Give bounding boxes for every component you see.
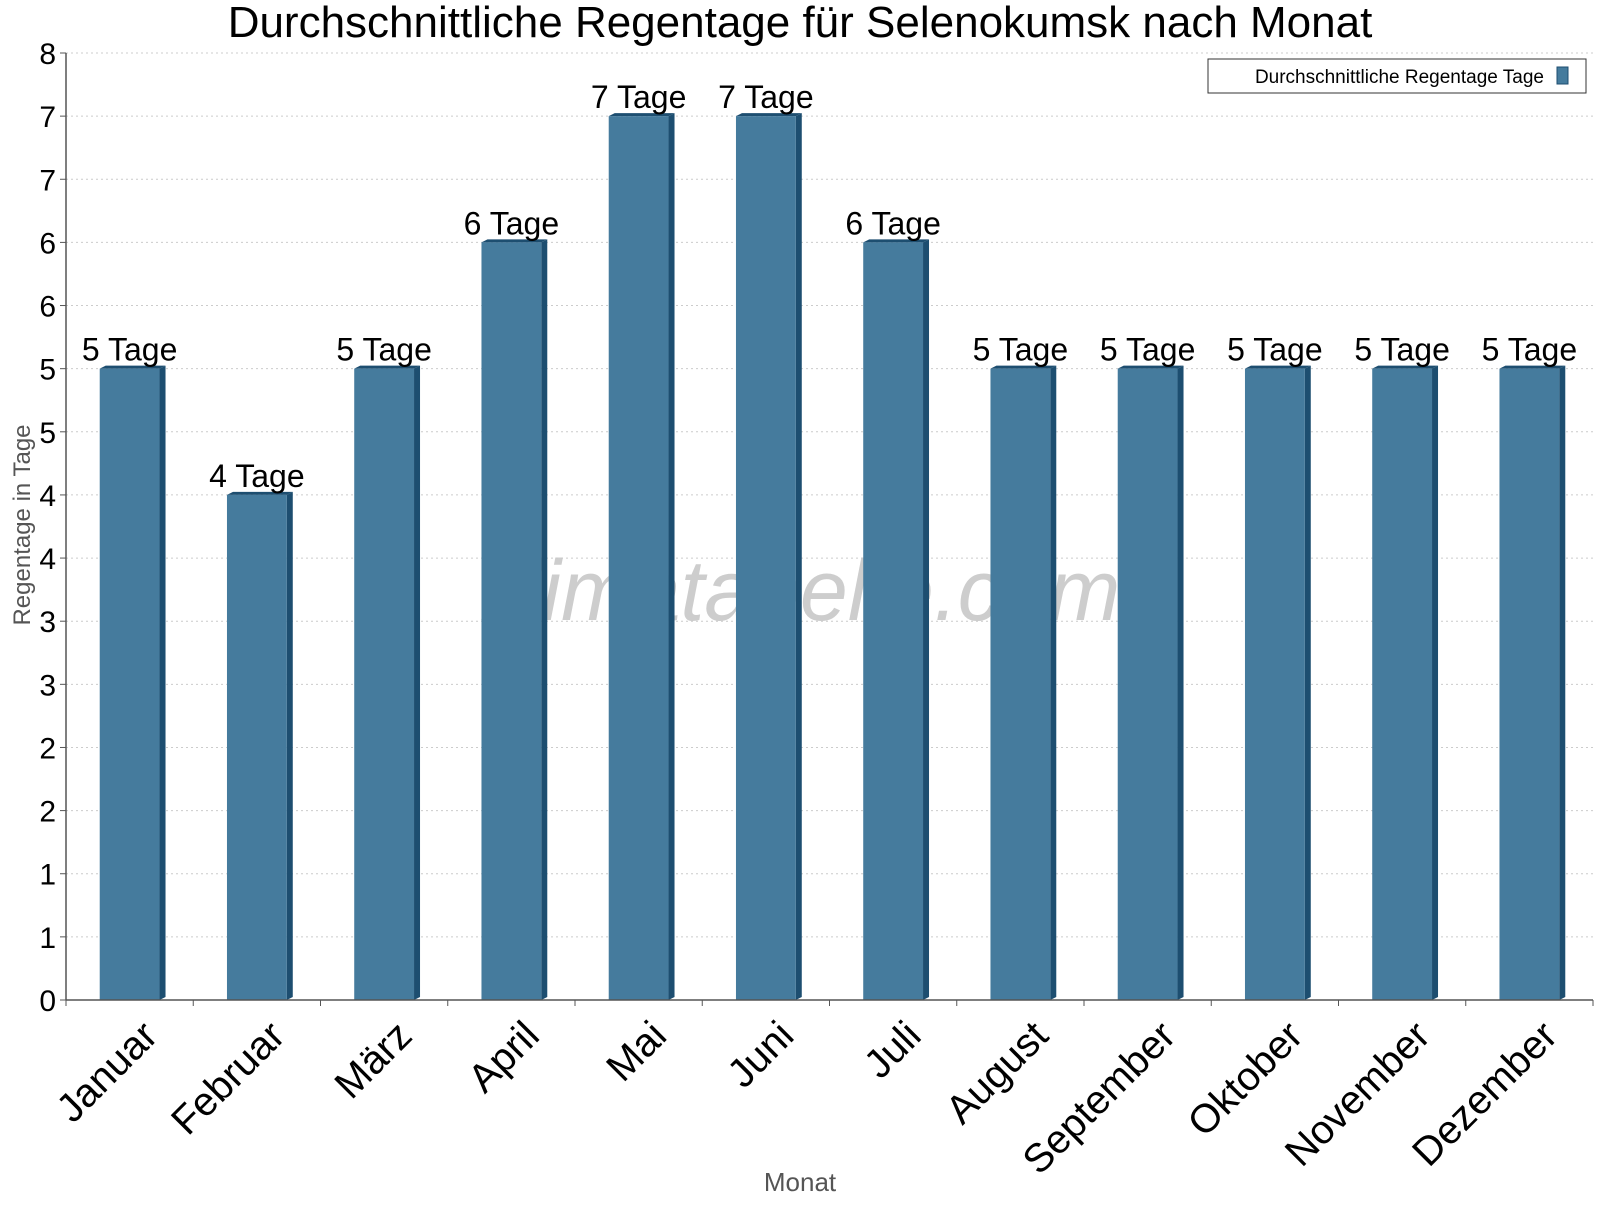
x-tick-label: April (460, 1013, 548, 1101)
y-tick-label: 5 (39, 354, 56, 387)
data-label: 4 Tage (209, 458, 305, 494)
data-label: 5 Tage (1227, 332, 1323, 368)
y-tick-label: 6 (39, 291, 56, 324)
bar-top (354, 365, 421, 369)
bar-side (1050, 365, 1057, 1001)
bar-group (990, 365, 1057, 1001)
x-tick-label: Mai (598, 1013, 675, 1090)
bar-top (1499, 365, 1566, 369)
bar-side (1177, 365, 1184, 1001)
bar-top (735, 113, 802, 117)
bar-top (1117, 365, 1184, 369)
data-label: 7 Tage (591, 79, 687, 115)
bar (354, 368, 415, 1001)
x-tick-label: Juli (856, 1013, 930, 1087)
bar-group (1117, 365, 1184, 1001)
y-tick-label: 5 (39, 417, 56, 450)
data-label: 6 Tage (845, 205, 941, 241)
bar-top (863, 239, 930, 243)
x-tick-label: März (327, 1013, 421, 1107)
y-tick-label: 6 (39, 227, 56, 260)
x-tick-label: Januar (48, 1013, 166, 1131)
bar-side (795, 113, 802, 1001)
bar (1372, 368, 1433, 1001)
bar-side (1304, 365, 1311, 1001)
legend: Durchschnittliche Regentage Tage (1207, 58, 1587, 94)
bar (608, 116, 669, 1001)
bar (481, 242, 542, 1000)
bar (226, 494, 287, 1000)
bar-group (99, 365, 166, 1001)
bar-side (1432, 365, 1439, 1001)
data-label: 5 Tage (336, 332, 432, 368)
bar-top (1372, 365, 1439, 369)
bar (735, 116, 796, 1001)
x-tick-label: Februar (163, 1013, 293, 1143)
x-tick-label: Oktober (1180, 1013, 1312, 1145)
bar-side (286, 491, 293, 1000)
bar-side (923, 239, 930, 1000)
x-tick-label: Juni (719, 1013, 802, 1096)
chart-title: Durchschnittliche Regentage für Selenoku… (228, 0, 1373, 47)
y-tick-label: 8 (39, 38, 56, 71)
bar-group (1244, 365, 1311, 1001)
data-label: 5 Tage (82, 332, 178, 368)
data-label: 5 Tage (973, 332, 1069, 368)
y-tick-label: 4 (39, 480, 56, 513)
bar-top (226, 491, 293, 495)
data-label: 5 Tage (1482, 332, 1578, 368)
legend-label: Durchschnittliche Regentage Tage (1255, 67, 1544, 88)
bar-side (541, 239, 548, 1000)
x-tick-label: August (938, 1013, 1057, 1132)
bar-side (159, 365, 166, 1001)
bar-group (608, 113, 675, 1001)
bar-group (735, 113, 802, 1001)
bar-group (481, 239, 548, 1000)
bar-group (863, 239, 930, 1000)
data-label: 5 Tage (1100, 332, 1196, 368)
bar (1499, 368, 1560, 1001)
bars (99, 113, 1566, 1001)
data-label: 6 Tage (464, 205, 560, 241)
legend-swatch (1556, 66, 1569, 85)
grid-lines (66, 52, 1593, 938)
bar (1117, 368, 1178, 1001)
y-axis-title: Regentage in Tage (9, 424, 36, 625)
bar (99, 368, 160, 1001)
data-label: 5 Tage (1354, 332, 1450, 368)
bar-group (1372, 365, 1439, 1001)
data-labels: 5 Tage 4 Tage 5 Tage 6 Tage 7 Tage 7 Tage 6 Ta… (82, 79, 1577, 494)
y-tick-label: 2 (39, 796, 56, 829)
y-tick-label: 4 (39, 543, 56, 576)
bar-top (608, 113, 675, 117)
bar-top (990, 365, 1057, 369)
bar-top (99, 365, 166, 369)
y-tick-label: 7 (39, 101, 56, 134)
bar (1244, 368, 1305, 1001)
y-tick-label: 7 (39, 164, 56, 197)
y-tick-label: 3 (39, 669, 56, 702)
legend-box (1207, 58, 1587, 94)
bar-side (414, 365, 421, 1001)
bar-side (668, 113, 675, 1001)
y-tick-label: 0 (39, 985, 56, 1018)
y-tick-label: 3 (39, 606, 56, 639)
bar-side (1559, 365, 1566, 1001)
bar-top (481, 239, 548, 243)
bar (863, 242, 924, 1000)
x-axis-title: Monat (764, 1167, 837, 1197)
bar-group (226, 491, 293, 1000)
y-tick-label: 1 (39, 859, 56, 892)
data-label: 7 Tage (718, 79, 814, 115)
bar (990, 368, 1051, 1001)
bar-group (1499, 365, 1566, 1001)
y-tick-label: 2 (39, 732, 56, 765)
bar-top (1244, 365, 1311, 369)
y-tick-label: 1 (39, 922, 56, 955)
bar-group (354, 365, 421, 1001)
